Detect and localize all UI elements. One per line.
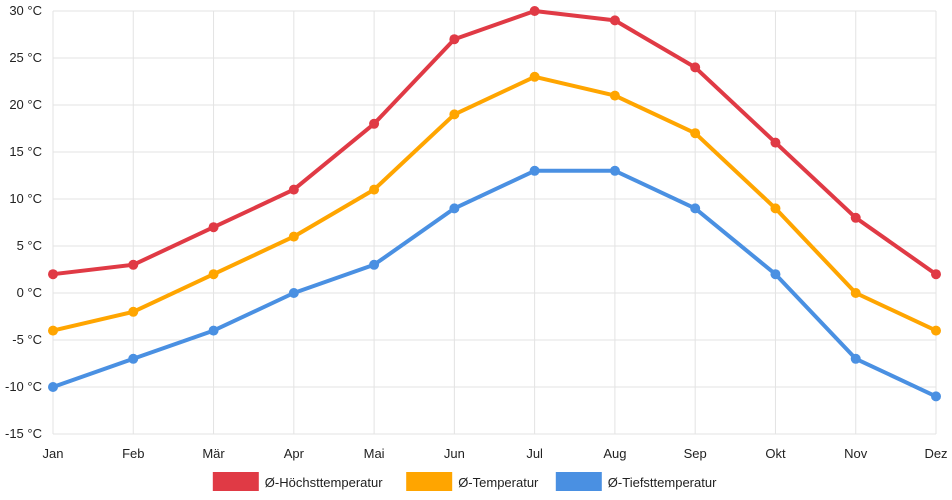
x-tick-label: Dez [924, 446, 947, 461]
data-point[interactable] [208, 222, 219, 233]
y-tick-label: 0 °C [17, 285, 42, 300]
data-point[interactable] [369, 184, 380, 195]
data-point[interactable] [48, 382, 58, 392]
data-point[interactable] [288, 184, 299, 195]
data-point[interactable] [931, 391, 941, 402]
x-tick-label: Sep [684, 446, 707, 461]
y-tick-label: 25 °C [9, 50, 42, 65]
data-point[interactable] [609, 90, 620, 101]
y-tick-label: -10 °C [5, 379, 42, 394]
x-tick-label: Mär [202, 446, 225, 461]
data-point[interactable] [931, 269, 941, 280]
x-axis: Jan Feb Mär Apr Mai Jun Jul Aug Sep Okt Nov Dez [43, 446, 948, 461]
legend-label: Ø-Temperatur [458, 475, 539, 490]
x-tick-label: Jul [526, 446, 543, 461]
data-point[interactable] [369, 259, 380, 270]
x-tick-label: Aug [603, 446, 626, 461]
y-axis: 30 °C 25 °C 20 °C 15 °C 10 °C 5 °C 0 °C -5 °C -1… [5, 3, 42, 441]
data-point[interactable] [208, 269, 219, 280]
data-point[interactable] [770, 137, 781, 148]
legend-item[interactable]: Ø-Höchsttemperatur [212, 472, 383, 491]
data-point[interactable] [609, 15, 620, 26]
y-tick-label: 10 °C [9, 191, 42, 206]
series-points [48, 6, 941, 402]
data-point[interactable] [449, 109, 460, 120]
data-point[interactable] [128, 353, 139, 364]
data-point[interactable] [529, 165, 540, 176]
series-line [51, 9, 938, 277]
data-point[interactable] [208, 325, 219, 336]
data-point[interactable] [449, 203, 460, 214]
legend-label: Ø-Tiefsttemperatur [608, 475, 717, 490]
data-point[interactable] [449, 34, 460, 45]
legend-swatch [555, 472, 602, 491]
data-point[interactable] [931, 325, 941, 336]
data-point[interactable] [850, 212, 861, 223]
x-tick-label: Feb [122, 446, 144, 461]
data-point[interactable] [850, 353, 861, 364]
y-tick-label: 20 °C [9, 97, 42, 112]
grid [52, 10, 937, 435]
series-line [51, 74, 938, 333]
data-point[interactable] [690, 62, 701, 73]
data-point[interactable] [48, 269, 58, 280]
x-tick-label: Mai [364, 446, 385, 461]
data-point[interactable] [529, 6, 540, 16]
series-lines [51, 9, 938, 399]
legend-item[interactable]: Ø-Tiefsttemperatur [555, 472, 717, 491]
data-point[interactable] [529, 71, 540, 82]
series-line [51, 168, 938, 399]
x-tick-label: Jan [43, 446, 64, 461]
data-point[interactable] [369, 118, 380, 129]
data-point[interactable] [288, 288, 299, 298]
data-point[interactable] [48, 325, 58, 336]
data-point[interactable] [690, 128, 701, 139]
data-point[interactable] [288, 231, 299, 242]
y-tick-label: -15 °C [5, 426, 42, 441]
data-point[interactable] [770, 269, 781, 280]
x-tick-label: Okt [765, 446, 786, 461]
y-tick-label: -5 °C [12, 332, 42, 347]
y-tick-label: 15 °C [9, 144, 42, 159]
legend-item[interactable]: Ø-Temperatur [406, 472, 539, 491]
data-point[interactable] [128, 259, 139, 270]
y-tick-label: 30 °C [9, 3, 42, 18]
x-tick-label: Nov [844, 446, 868, 461]
x-tick-label: Jun [444, 446, 465, 461]
data-point[interactable] [690, 203, 701, 214]
legend-swatch [212, 472, 259, 491]
data-point[interactable] [609, 165, 620, 176]
legend-label: Ø-Höchsttemperatur [265, 475, 383, 490]
data-point[interactable] [770, 203, 781, 214]
legend: Ø-Höchsttemperatur Ø-Temperatur Ø-Tiefstte… [212, 472, 717, 491]
data-point[interactable] [850, 288, 861, 298]
data-point[interactable] [128, 306, 139, 317]
x-tick-label: Apr [284, 446, 305, 461]
legend-swatch [406, 472, 453, 491]
y-tick-label: 5 °C [17, 238, 42, 253]
